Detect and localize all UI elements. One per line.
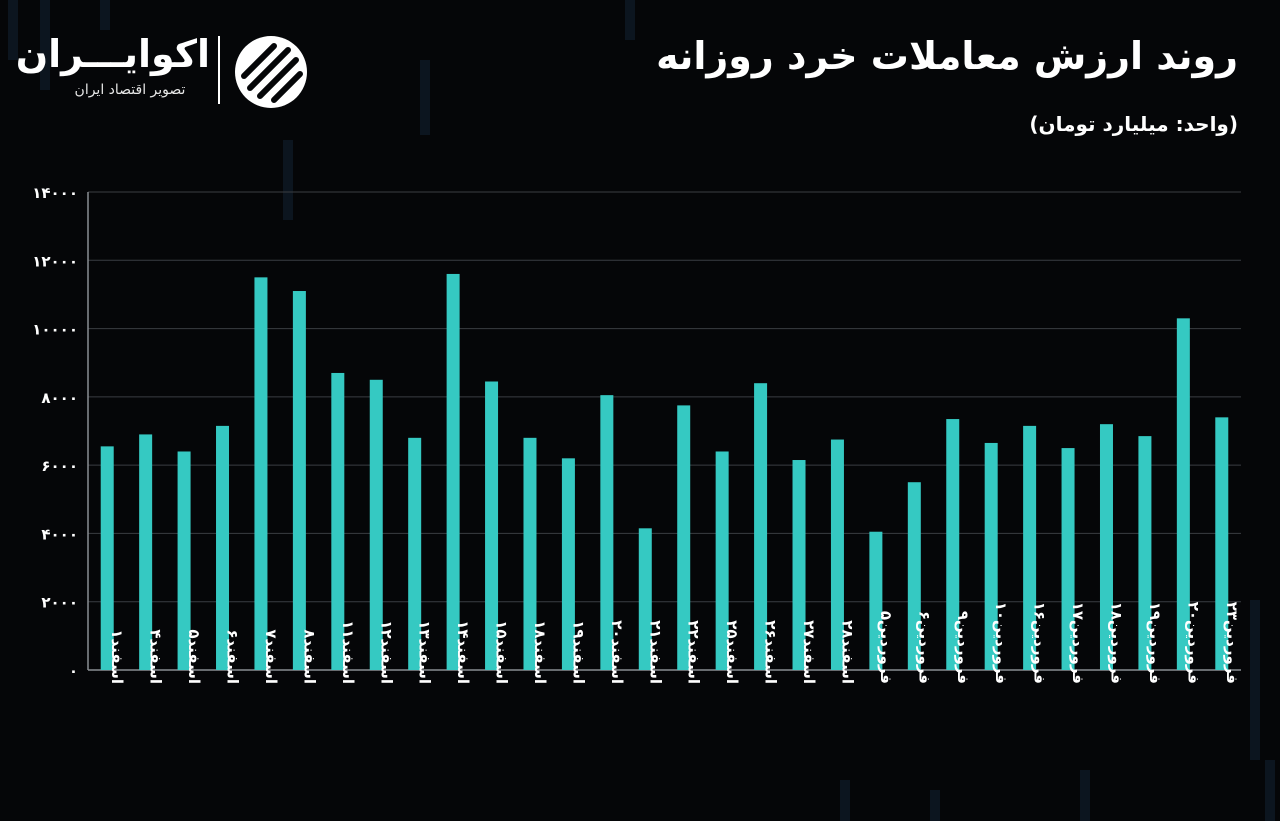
x-tick-label: اسفند۵ — [185, 629, 203, 684]
decor-candle — [1265, 760, 1275, 821]
x-tick-label: فروردین۲۳ — [1223, 602, 1241, 684]
bar — [446, 273, 460, 670]
bar — [292, 291, 306, 670]
x-tick-label: اسفند۴ — [147, 629, 165, 684]
bar — [139, 434, 153, 670]
bar — [177, 451, 191, 670]
y-tick-label: ۶۰۰۰ — [41, 457, 78, 475]
y-tick-label: ۰ — [69, 662, 78, 680]
decor-candle — [1250, 600, 1260, 760]
decor-candle — [420, 60, 430, 135]
bar — [523, 437, 537, 670]
bar — [254, 277, 268, 670]
x-tick-label: اسفند۲۸ — [838, 620, 856, 684]
x-axis-ticks: اسفند۱ اسفند۴ اسفند۵ اسفند۶ اسفند۷ اسفند۸ اسفن… — [108, 602, 1241, 684]
bar — [1099, 424, 1113, 670]
bar — [561, 458, 575, 670]
bar — [907, 482, 921, 670]
x-tick-label: فروردین۹ — [954, 611, 972, 684]
bar — [638, 528, 652, 670]
bar — [100, 446, 114, 670]
x-tick-label: اسفند۸ — [300, 629, 318, 684]
bar — [869, 531, 883, 670]
bars — [100, 273, 1229, 670]
y-tick-label: ۸۰۰۰ — [41, 389, 78, 407]
bar — [216, 425, 230, 670]
bar — [792, 460, 806, 670]
logo-mark-icon — [235, 36, 307, 108]
x-tick-label: اسفند۲۶ — [762, 620, 780, 684]
bar — [715, 451, 729, 670]
unit-label: (واحد: میلیارد تومان) — [1029, 112, 1238, 136]
decor-candle — [625, 0, 635, 40]
bar — [600, 395, 614, 670]
decor-candle — [930, 790, 940, 821]
x-tick-label: فروردین۱۷ — [1069, 602, 1087, 684]
x-tick-label: فروردین۱۶ — [1031, 602, 1049, 684]
bar — [830, 439, 844, 670]
x-tick-label: اسفند۱۹ — [569, 620, 587, 684]
x-tick-label: اسفند۱۴ — [454, 620, 472, 684]
decor-candle — [840, 780, 850, 821]
y-tick-label: ۱۲۰۰۰ — [32, 252, 78, 270]
logo-tagline: تصویر اقتصاد ایران — [74, 82, 186, 98]
x-tick-label: اسفند۷ — [262, 629, 280, 684]
y-tick-label: ۲۰۰۰ — [41, 594, 78, 612]
x-tick-label: فروردین۱۸ — [1107, 602, 1125, 684]
x-tick-label: اسفند۲۲ — [685, 620, 703, 684]
decor-candle — [100, 0, 110, 30]
x-tick-label: اسفند۱۵ — [493, 620, 511, 684]
x-tick-label: اسفند۱ — [108, 629, 126, 684]
bar — [331, 372, 345, 670]
x-tick-label: اسفند۲۰ — [608, 620, 626, 684]
x-tick-label: اسفند۲۵ — [723, 620, 741, 684]
bar — [485, 381, 499, 670]
x-tick-label: فروردین۵ — [877, 611, 895, 684]
chart-title: روند ارزش معاملات خرد روزانه — [656, 34, 1238, 78]
gridlines — [87, 191, 1241, 671]
decor-candle — [8, 0, 18, 60]
decor-candle — [1080, 770, 1090, 821]
x-tick-label: اسفند۱۸ — [531, 620, 549, 684]
ecoiran-logo: اکوایـــران تصویر اقتصاد ایران — [15, 32, 320, 112]
x-tick-label: اسفند۱۲ — [377, 620, 395, 684]
y-tick-label: ۱۴۰۰۰ — [32, 184, 78, 202]
bar — [946, 419, 960, 670]
y-tick-label: ۱۰۰۰۰ — [32, 321, 78, 339]
bar — [369, 379, 383, 670]
x-tick-label: اسفند۲۱ — [646, 620, 664, 684]
y-axis-ticks: ۰ ۲۰۰۰ ۴۰۰۰ ۶۰۰۰ ۸۰۰۰ ۱۰۰۰۰ ۱۲۰۰۰ ۱۴۰۰۰ — [32, 184, 78, 680]
bar — [984, 442, 998, 670]
decor-candle — [283, 140, 293, 220]
x-tick-label: فروردین۱۰ — [992, 602, 1010, 684]
logo-divider — [218, 36, 220, 104]
x-tick-label: فروردین۱۹ — [1146, 602, 1164, 684]
bar — [1138, 436, 1152, 670]
bar — [1061, 448, 1075, 670]
bar — [677, 405, 691, 670]
bar — [1176, 318, 1190, 670]
bar — [408, 437, 422, 670]
x-tick-label: اسفند۲۷ — [800, 620, 818, 684]
bar — [1215, 417, 1229, 670]
y-tick-label: ۴۰۰۰ — [41, 525, 78, 543]
x-tick-label: اسفند۱۳ — [416, 620, 434, 684]
bar — [754, 383, 768, 670]
decor-candle — [40, 0, 50, 90]
logo-name: اکوایـــران — [15, 32, 210, 76]
x-tick-label: اسفند۶ — [224, 629, 242, 684]
x-tick-label: اسفند۱۱ — [339, 620, 357, 684]
x-tick-label: فروردین۶ — [915, 611, 933, 684]
bar — [1023, 425, 1037, 670]
x-tick-label: فروردین۲۰ — [1184, 602, 1202, 684]
